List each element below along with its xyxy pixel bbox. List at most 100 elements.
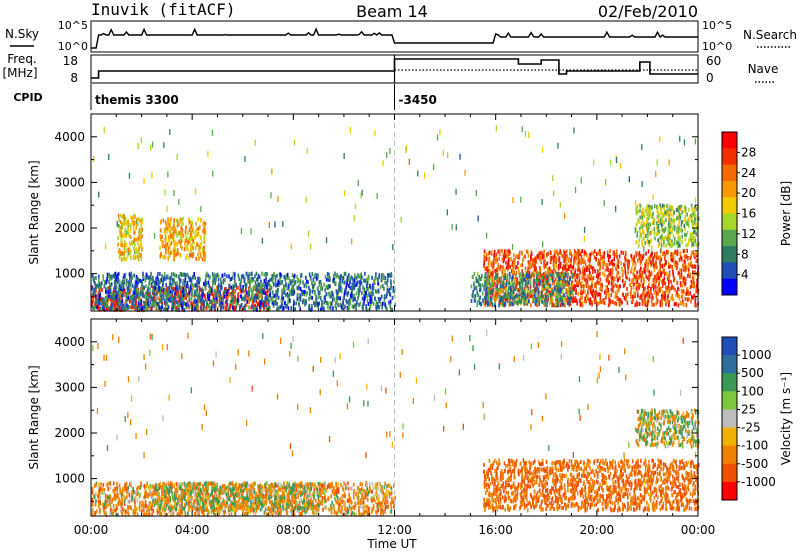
echo-cell (577, 283, 579, 288)
echo-cell (524, 295, 527, 300)
echo-cell (129, 282, 132, 287)
echo-cell (656, 232, 658, 236)
echo-cell (555, 302, 557, 307)
echo-cell (666, 271, 668, 276)
echo-cell (495, 256, 498, 261)
nave-tick-high: 60 (706, 54, 721, 68)
echo-cell (163, 299, 166, 304)
echo-cell (182, 222, 184, 227)
echo-cell (388, 300, 390, 305)
echo-cell (646, 219, 648, 224)
echo-cell (245, 271, 248, 276)
echo-cell (489, 290, 492, 295)
echo-cell (581, 303, 584, 308)
echo-cell (682, 293, 684, 298)
echo-cell (606, 274, 608, 279)
echo-cell (659, 268, 661, 273)
echo-cell (518, 250, 521, 255)
echo-cell (203, 253, 205, 257)
echo-cell (248, 305, 250, 310)
echo-cell (683, 276, 685, 281)
echo-cell (202, 224, 205, 229)
echo-cell (174, 281, 177, 286)
echo-cell (541, 286, 543, 291)
echo-cell (130, 305, 132, 310)
echo-cell (595, 284, 597, 289)
echo-cell (573, 251, 576, 256)
echo-cell (159, 299, 161, 304)
echo-cell (633, 258, 636, 263)
echo-cell (646, 204, 649, 209)
echo-cell (375, 272, 377, 277)
echo-cell (488, 250, 491, 255)
echo-cell (152, 278, 154, 283)
echo-cell (691, 232, 694, 237)
echo-cell (522, 272, 524, 277)
echo-cell (187, 284, 189, 289)
echo-cell (540, 250, 542, 255)
echo-cell (682, 265, 685, 270)
echo-cell (515, 277, 517, 281)
echo-cell (554, 287, 556, 292)
echo-cell (103, 284, 106, 288)
echo-cell (559, 264, 562, 269)
echo-cell (349, 280, 351, 285)
echo-cell (667, 250, 670, 255)
echo-cell (575, 256, 578, 261)
echo-cell (566, 298, 568, 303)
echo-cell (494, 282, 497, 287)
echo-cell (264, 273, 267, 278)
echo-cell (559, 285, 561, 290)
echo-cell (544, 258, 546, 263)
echo-cell (588, 263, 591, 268)
echo-cell (679, 268, 681, 273)
echo-cell (504, 272, 506, 277)
echo-cell (109, 285, 112, 290)
echo-cell (605, 277, 608, 282)
echo-cell (192, 252, 195, 257)
echo-cell (272, 303, 275, 308)
echo-cell (524, 254, 526, 259)
echo-cell (571, 265, 574, 270)
echo-cell (271, 298, 273, 303)
echo-cell (596, 302, 598, 307)
echo-cell (671, 294, 674, 299)
echo-cell (516, 288, 519, 293)
echo-cell (313, 281, 316, 286)
echo-cell (549, 260, 552, 265)
echo-cell (638, 238, 641, 243)
echo-cell (376, 302, 379, 306)
echo-cell (583, 249, 586, 254)
echo-cell (557, 251, 560, 256)
echo-cell (170, 241, 173, 246)
echo-cell (659, 264, 662, 268)
echo-cell (501, 257, 504, 262)
echo-cell (586, 266, 588, 271)
echo-cell (138, 252, 141, 257)
echo-cell (684, 277, 686, 282)
echo-cell (624, 258, 627, 263)
echo-cell (670, 296, 672, 301)
echo-cell (610, 293, 612, 298)
echo-cell (333, 274, 335, 279)
echo-cell (590, 287, 593, 292)
echo-cell (487, 272, 489, 277)
echo-cell (582, 289, 584, 294)
echo-cell (606, 289, 608, 294)
echo-cell (235, 305, 238, 310)
echo-cell (194, 245, 197, 250)
echo-cell (274, 274, 277, 279)
echo-cell (168, 251, 171, 256)
echo-cell (213, 305, 216, 310)
echo-cell (147, 285, 150, 290)
echo-cell (575, 254, 578, 259)
echo-cell (105, 298, 107, 303)
echo-cell (131, 216, 134, 221)
echo-cell (635, 286, 638, 291)
echo-cell (516, 281, 519, 286)
echo-cell (101, 287, 103, 292)
echo-cell (612, 251, 615, 256)
echo-cell (286, 272, 289, 277)
echo-cell (602, 259, 604, 264)
echo-cell (558, 299, 560, 304)
